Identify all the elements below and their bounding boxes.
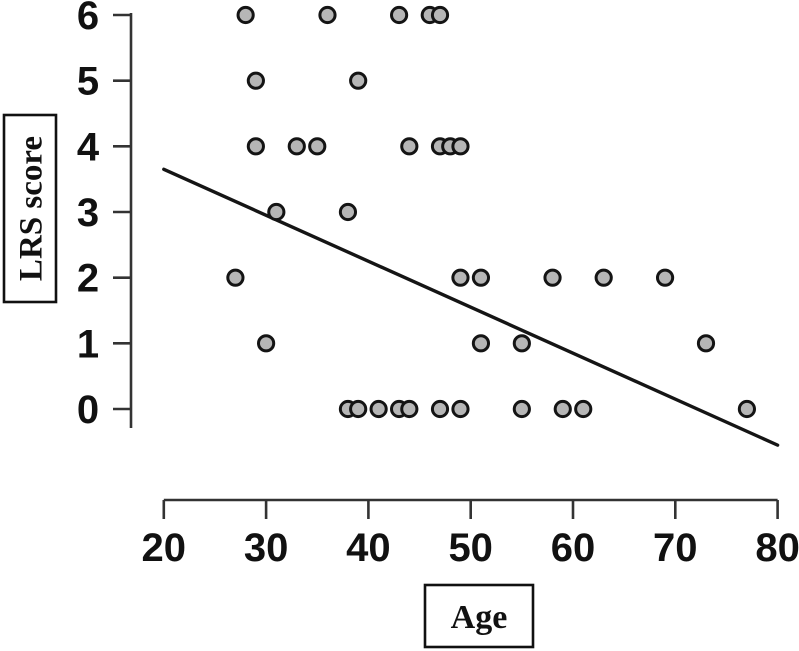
data-point: [430, 5, 450, 25]
data-point: [308, 137, 327, 156]
y-tick-label: 1: [77, 322, 99, 366]
y-axis-label-box: [2, 113, 58, 304]
axes: [113, 13, 779, 519]
data-point: [594, 268, 613, 287]
y-tick-label: 2: [77, 257, 99, 301]
data-point: [512, 334, 531, 353]
data-point: [287, 137, 306, 156]
y-tick-label: 4: [77, 125, 100, 169]
y-tick-label: 0: [77, 388, 99, 432]
x-axis-label: Age: [451, 599, 508, 636]
data-point: [338, 202, 358, 222]
data-point: [318, 5, 337, 25]
data-point: [389, 5, 409, 25]
data-point: [471, 334, 491, 353]
data-point: [400, 399, 419, 419]
data-point: [246, 137, 265, 156]
y-axis-label-group: LRS score: [2, 113, 58, 304]
x-tick-label: 70: [653, 526, 698, 570]
data-point: [430, 399, 450, 419]
y-axis-label: LRS score: [14, 136, 50, 281]
x-axis-label-group: Age: [423, 583, 535, 649]
x-tick-label: 30: [244, 526, 289, 570]
data-point: [512, 399, 531, 419]
data-point: [257, 334, 276, 353]
x-axis-label-box: [423, 583, 535, 649]
data-point: [543, 268, 562, 287]
trend-line: [162, 167, 780, 447]
y-tick-label: 6: [77, 0, 99, 38]
data-point: [369, 399, 388, 419]
y-axis-tick-labels: 0 1 2 3 4 5 6: [77, 0, 100, 432]
data-point: [349, 71, 368, 90]
x-axis-tick-labels: 20 30 40 50 60 70 80: [142, 526, 799, 570]
data-point: [226, 268, 245, 287]
data-point: [451, 399, 470, 419]
data-point: [471, 268, 491, 287]
data-point: [553, 399, 572, 419]
data-point: [246, 71, 265, 90]
data-point: [267, 202, 286, 222]
data-point: [400, 137, 419, 156]
data-point: [737, 399, 757, 419]
data-point: [574, 399, 593, 419]
scatter-points: [226, 5, 757, 419]
x-tick-label: 80: [755, 526, 799, 570]
data-point: [236, 5, 255, 25]
data-point: [349, 399, 368, 419]
y-tick-label: 5: [77, 60, 99, 104]
x-tick-label: 50: [448, 526, 493, 570]
x-tick-label: 60: [551, 526, 596, 570]
x-tick-label: 20: [142, 526, 187, 570]
regression-line: [162, 167, 780, 447]
data-point: [451, 137, 470, 156]
data-point: [696, 334, 716, 353]
data-point: [451, 268, 470, 287]
y-tick-label: 3: [77, 191, 99, 235]
data-point: [655, 268, 675, 287]
x-tick-label: 40: [346, 526, 391, 570]
